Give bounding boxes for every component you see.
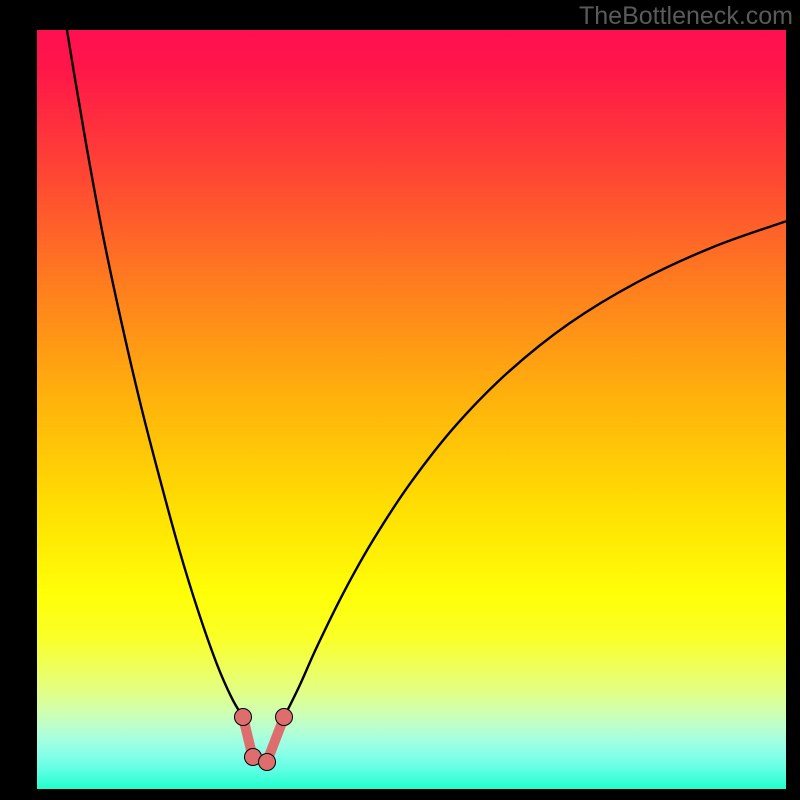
chart-root: TheBottleneck.com <box>0 0 800 800</box>
data-marker <box>258 753 276 771</box>
marker-connectors <box>0 0 800 800</box>
data-marker <box>275 708 293 726</box>
data-marker <box>234 708 252 726</box>
watermark-text: TheBottleneck.com <box>579 2 793 31</box>
